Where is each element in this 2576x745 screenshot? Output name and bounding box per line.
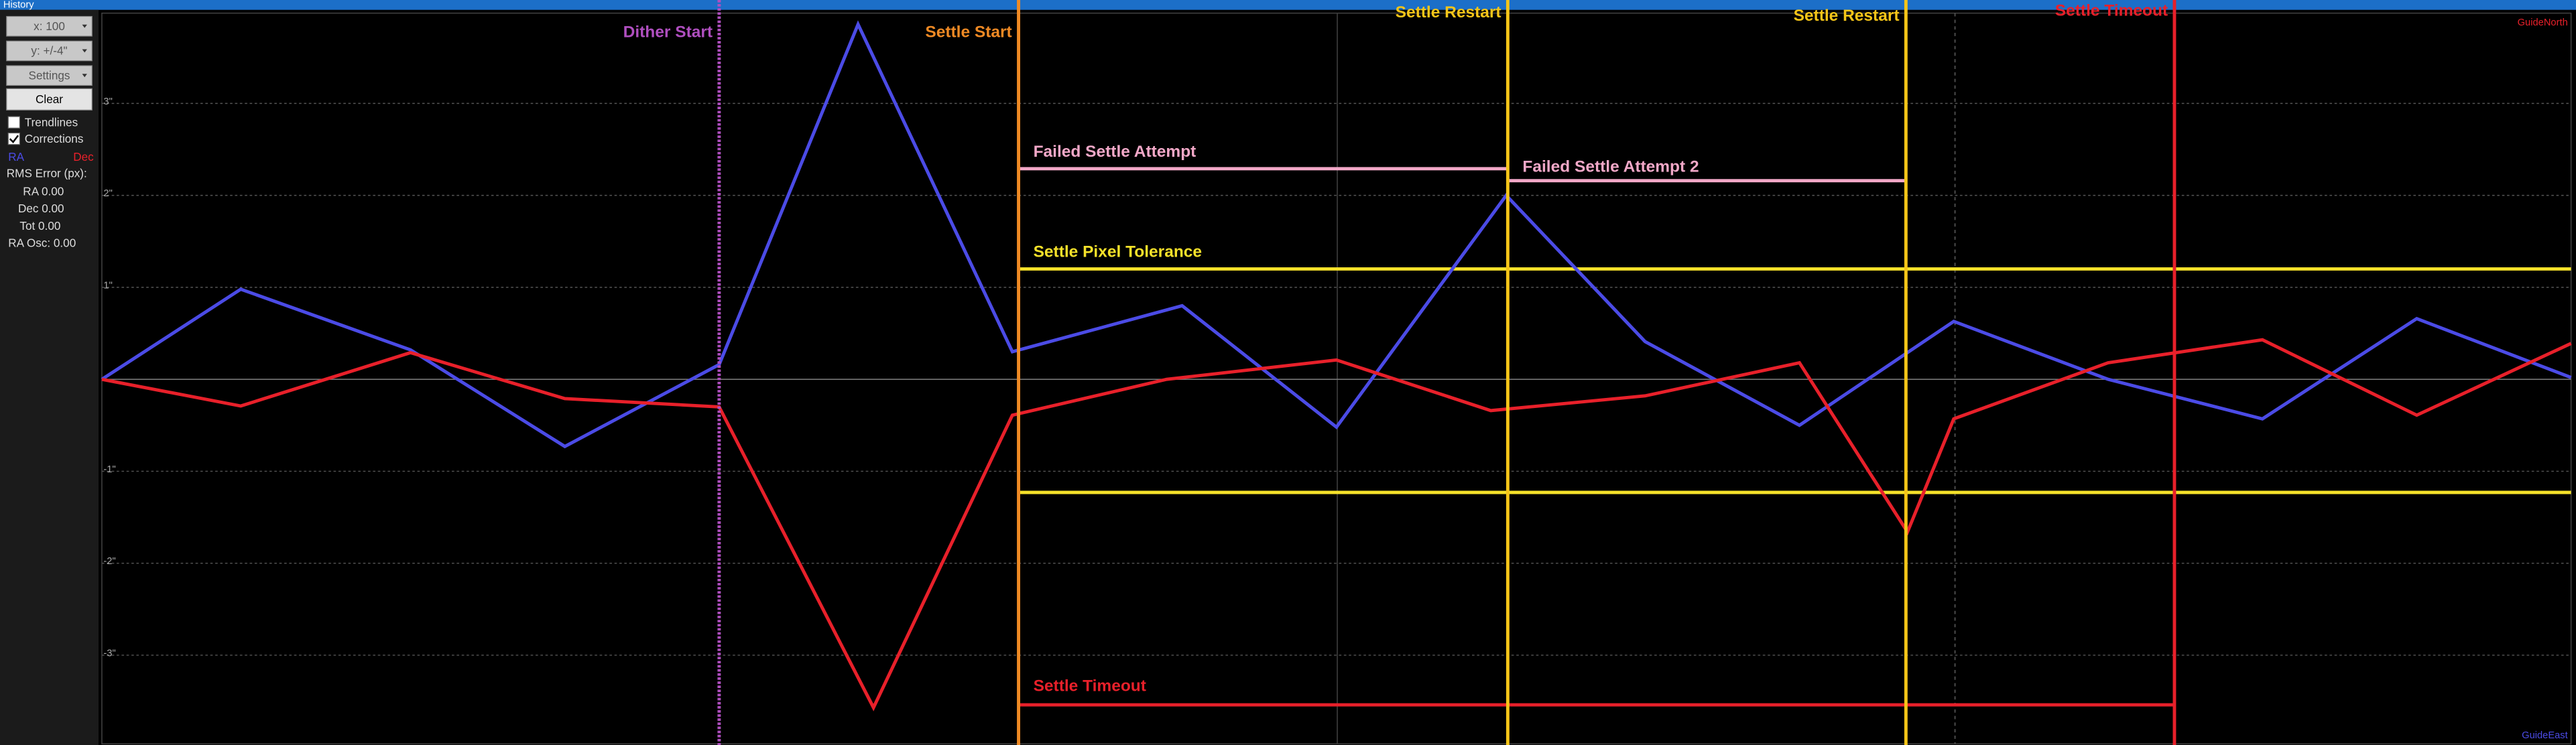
series-line: [101, 20, 2572, 449]
corner-label: GuideEast: [2522, 730, 2568, 741]
dropdown-label: Settings: [29, 69, 70, 82]
checkbox-label: Trendlines: [25, 115, 78, 129]
stat: RA 0.00: [23, 184, 64, 198]
dropdown-arrow: [82, 24, 87, 28]
window-title: History: [3, 0, 34, 10]
legend-entry: Dec: [73, 150, 94, 163]
y-tick-label: -1": [103, 464, 115, 475]
event-label: Settle Restart: [1396, 3, 1501, 21]
dropdown-label: y: +/-4": [31, 44, 67, 58]
y-tick-label: 3": [103, 96, 112, 107]
series-line: [101, 338, 2572, 712]
level-label: Settle Pixel Tolerance: [1034, 243, 1202, 261]
dropdown-label: x: 100: [34, 19, 65, 33]
dropdown-arrow: [82, 74, 87, 78]
y-tick-label: -2": [103, 556, 115, 567]
checkbox[interactable]: [7, 116, 21, 129]
side-panel: [0, 9, 99, 745]
corner-label: GuideNorth: [2518, 17, 2568, 28]
dropdown[interactable]: [6, 40, 93, 62]
checkmark: [9, 135, 19, 143]
clear-button[interactable]: [6, 88, 93, 111]
stat: Dec 0.00: [18, 202, 64, 215]
dropdown-arrow: [82, 49, 87, 53]
level-label: Settle Timeout: [1034, 677, 1146, 695]
title-bar: [0, 0, 2576, 10]
event-label: Settle Start: [925, 23, 1011, 41]
clear-button-label: Clear: [36, 92, 63, 106]
plot-area: [101, 12, 2572, 745]
dropdown[interactable]: [6, 65, 93, 86]
event-label: Dither Start: [623, 23, 713, 41]
event-label: Settle Timeout: [2055, 2, 2168, 20]
y-tick-label: 2": [103, 188, 112, 199]
checkbox-label: Corrections: [25, 132, 84, 145]
dropdown[interactable]: [6, 15, 93, 37]
stat: Tot 0.00: [19, 219, 60, 232]
y-tick-label: 1": [103, 280, 112, 291]
level-label: Failed Settle Attempt: [1034, 143, 1197, 161]
stat: RA Osc: 0.00: [8, 236, 76, 249]
event-label: Settle Restart: [1794, 7, 1900, 25]
level-label: Failed Settle Attempt 2: [1522, 158, 1699, 176]
y-tick-label: -3": [103, 648, 115, 659]
stats-title: RMS Error (px):: [7, 166, 87, 180]
legend-entry: RA: [8, 150, 24, 163]
